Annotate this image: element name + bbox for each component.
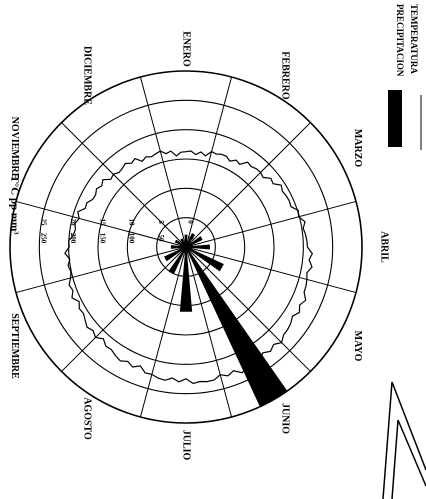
tick-temp-5: 5 (157, 220, 165, 224)
legend: PRECIPITACION TEMPERATURA (388, 4, 422, 150)
tick-precip-200: 200 (69, 233, 77, 244)
legend-label-temperatura: TEMPERATURA (409, 4, 419, 74)
legend-swatch-precipitacion (388, 90, 402, 147)
tick-temp-25: 25 (40, 219, 48, 227)
spoke-0 (139, 76, 187, 248)
precip-bar-octubre (170, 245, 187, 249)
spoke-2 (185, 122, 311, 248)
north-arrow-outer (382, 381, 426, 499)
spoke-6 (185, 246, 233, 418)
tick-temp-20: 20 (69, 219, 77, 227)
temperature-line (64, 150, 314, 385)
axis-units-label: T°C pp mm³ (8, 175, 20, 235)
north-arrow-inner (391, 419, 426, 499)
spoke-3 (185, 200, 357, 248)
month-label-noviembre: NOVIEMBRE (9, 117, 20, 180)
month-label-junio: JUNIO (280, 403, 291, 434)
legend-item-precipitacion: PRECIPITACION (388, 4, 405, 147)
month-label-septiembre: SEPTIEMBRE (9, 313, 20, 379)
month-label-mayo: MAYO (352, 331, 363, 362)
ring-5 (38, 99, 334, 395)
tick-precip-0: 0 (186, 236, 194, 240)
month-label-enero: ENERO (181, 31, 192, 67)
ring-6 (9, 70, 363, 424)
spoke-7 (139, 246, 187, 418)
month-label-febrero: FEBRERO (280, 51, 291, 100)
month-dividers (15, 76, 357, 418)
month-label-julio: JULIO (181, 430, 192, 461)
north-arrow (382, 381, 426, 499)
precip-bar-abril (185, 244, 210, 250)
tick-temp-0: 0 (186, 220, 194, 224)
precip-bar-julio (179, 246, 193, 312)
tick-precip-250: 250 (40, 233, 48, 244)
month-label-diciembre: DICIEMBRE (82, 46, 93, 105)
precip-bar-noviembre (174, 239, 187, 248)
spoke-9 (15, 246, 187, 294)
precipitation-bars (163, 232, 288, 408)
spoke-11 (61, 122, 187, 248)
month-labels: ENERO FEBRERO MARZO ABRIL MAYO JUNIO JULIO AGOS… (9, 31, 390, 461)
radial-tick-labels: 0 0 5 50 10 100 15 150 20 200 25 250 (40, 219, 195, 244)
precip-bar-agosto (168, 246, 187, 275)
spoke-8 (61, 246, 187, 372)
month-label-agosto: AGOSTO (82, 397, 93, 440)
precip-bar-febrero (185, 232, 196, 248)
spoke-10 (15, 200, 187, 248)
precip-bar-diciembre (180, 238, 187, 248)
ring-3 (97, 158, 275, 336)
month-label-abril: ABRIL (379, 231, 390, 263)
tick-precip-100: 100 (128, 233, 136, 244)
precip-bar-septiembre (163, 246, 187, 262)
tick-precip-50: 50 (157, 235, 165, 243)
spoke-4 (185, 246, 357, 294)
legend-item-temperatura: TEMPERATURA (409, 4, 422, 150)
spoke-1 (185, 76, 233, 248)
legend-label-precipitacion: PRECIPITACION (395, 4, 405, 77)
precip-bar-marzo (185, 236, 203, 248)
precip-bar-mayo (185, 246, 224, 272)
temperature-line-group (64, 150, 314, 385)
tick-temp-10: 10 (128, 219, 136, 227)
tick-precip-150: 150 (98, 233, 106, 244)
month-label-marzo: MARZO (352, 129, 363, 168)
spoke-5 (185, 246, 311, 372)
precip-bar-enero (184, 234, 188, 248)
tick-temp-15: 15 (98, 219, 106, 227)
precip-bar-junio (185, 246, 288, 408)
